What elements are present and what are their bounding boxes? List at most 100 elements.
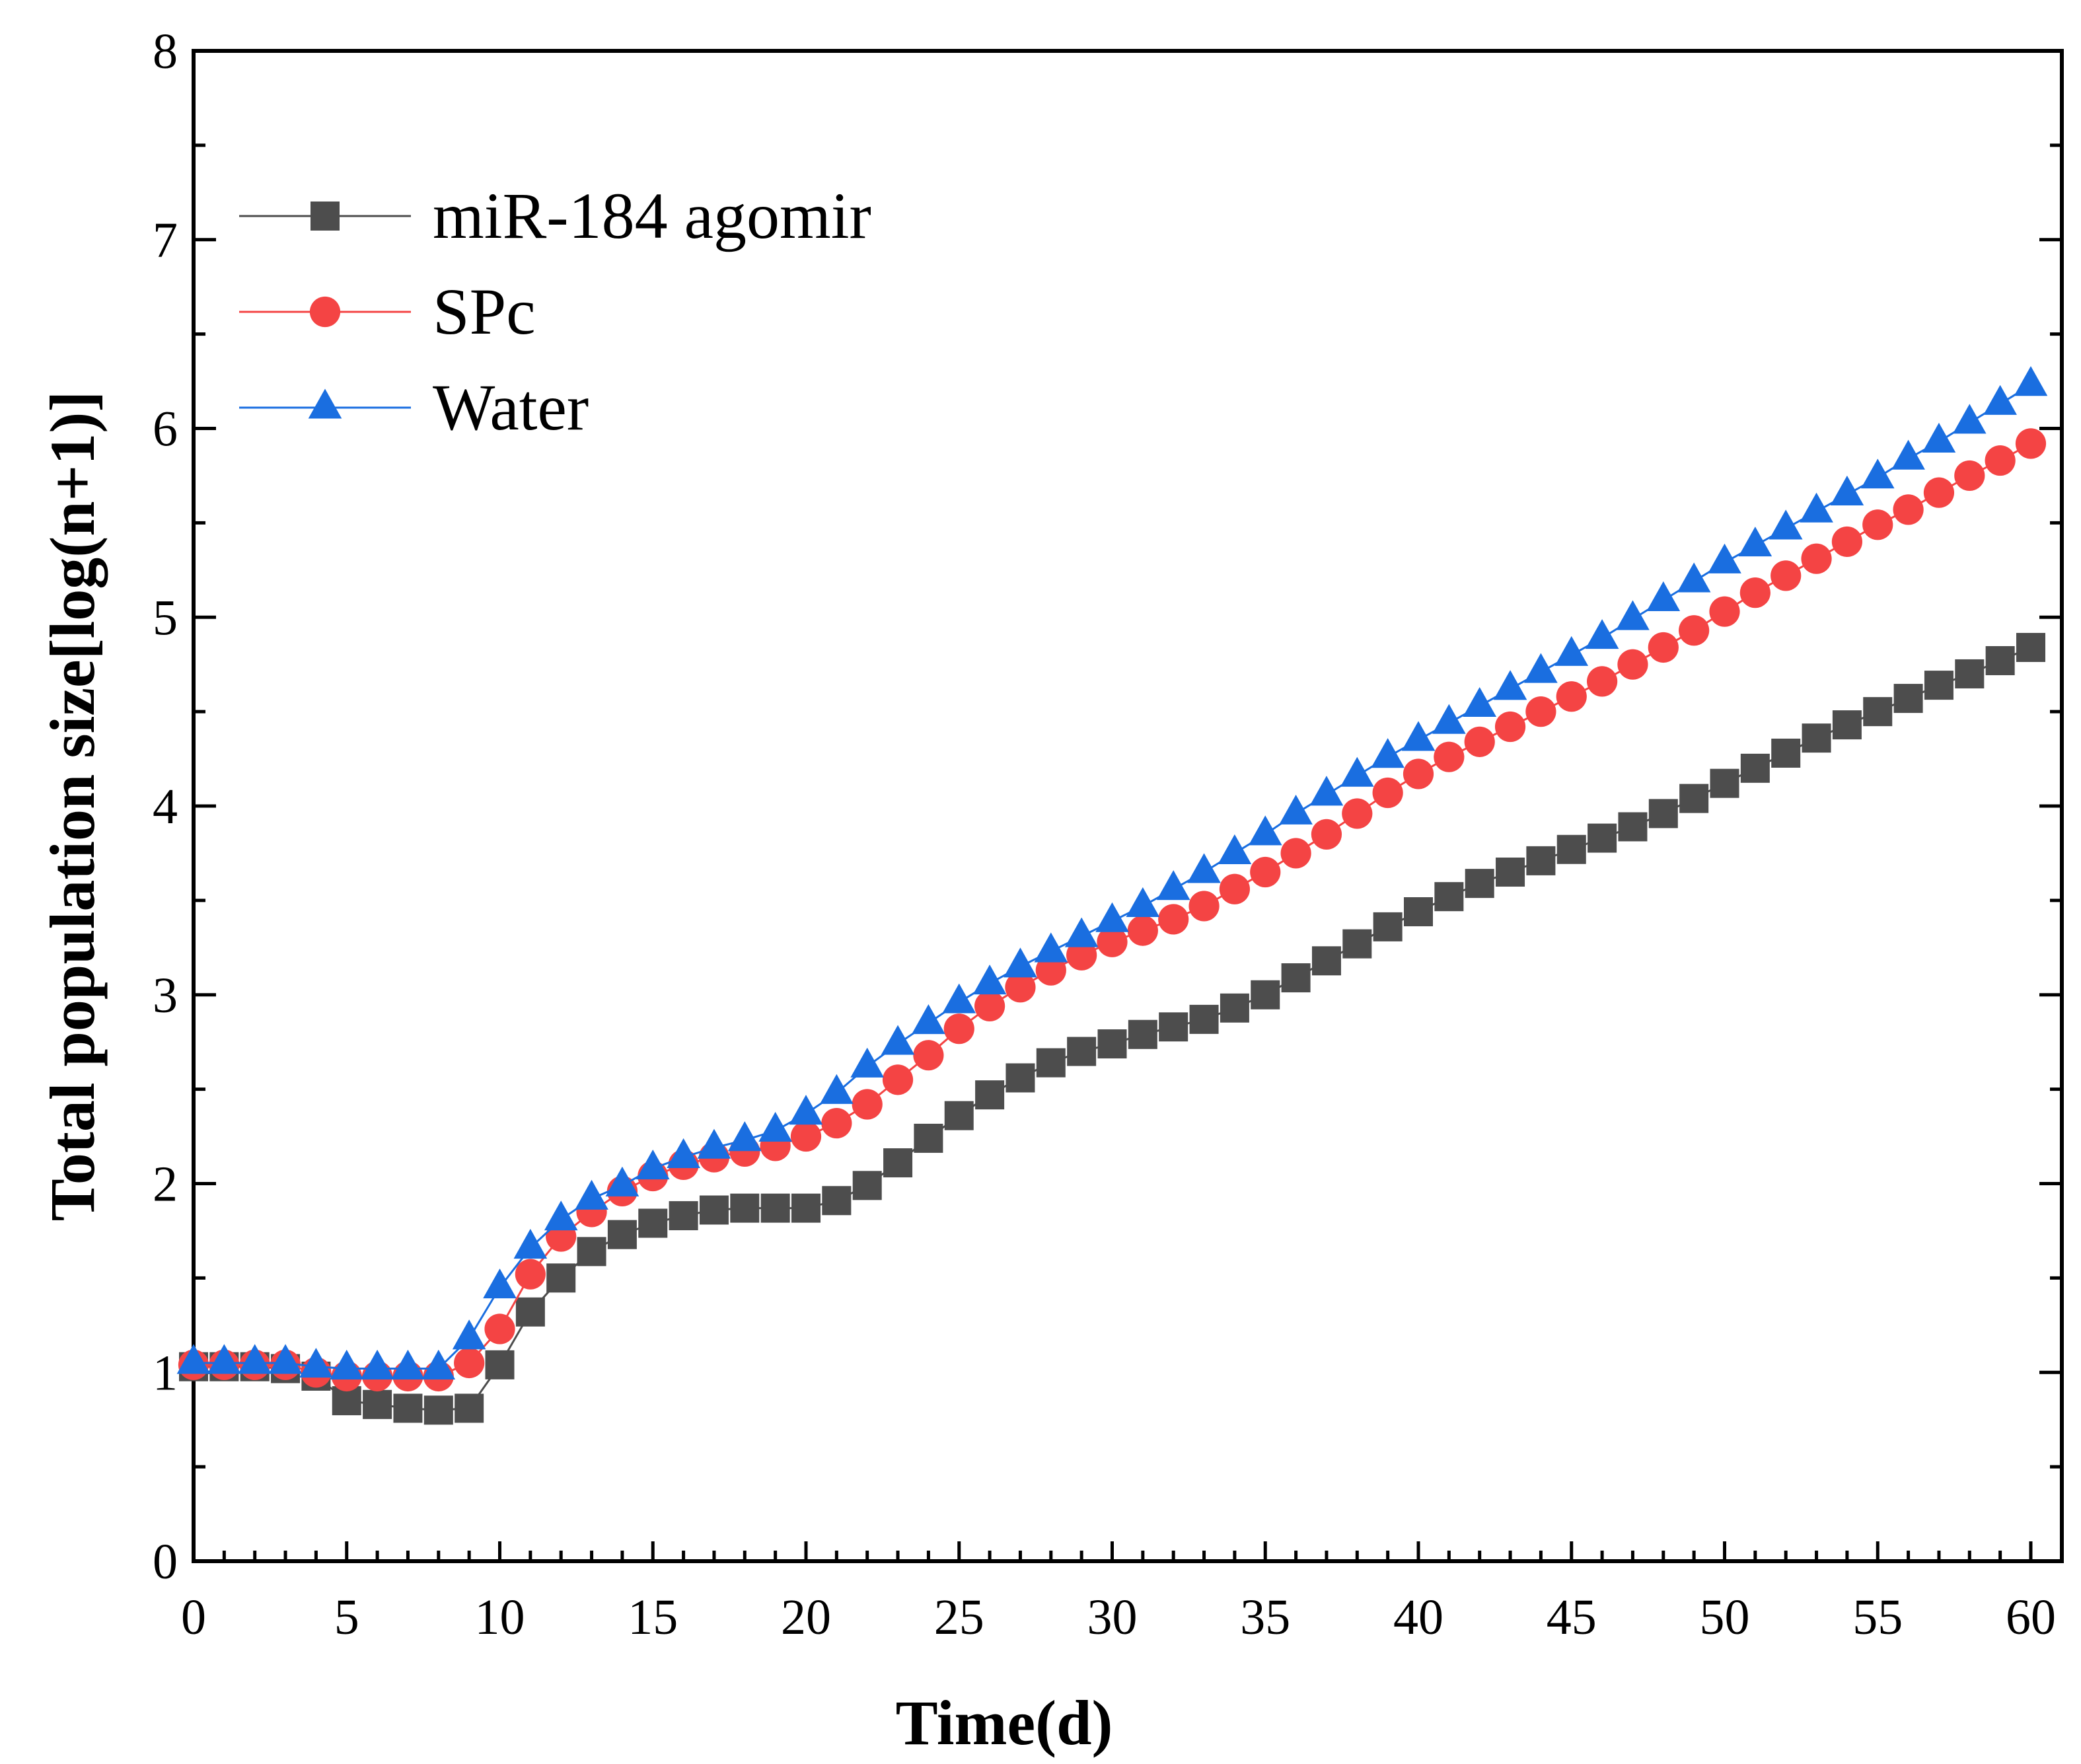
data-point-triangle bbox=[1800, 492, 1833, 523]
data-point-circle bbox=[882, 1064, 914, 1095]
data-point-triangle bbox=[421, 1349, 456, 1380]
data-point-triangle bbox=[1340, 756, 1374, 787]
data-point-square bbox=[883, 1148, 913, 1178]
data-point-square bbox=[975, 1080, 1005, 1110]
data-point-square bbox=[1985, 645, 2015, 675]
data-point-square bbox=[1189, 1004, 1219, 1034]
data-point-triangle bbox=[1646, 581, 1681, 612]
y-tick-label: 6 bbox=[153, 402, 178, 457]
data-point-circle bbox=[1954, 460, 1985, 492]
data-point-square bbox=[699, 1195, 729, 1225]
data-point-circle bbox=[454, 1347, 485, 1379]
x-tick-label: 60 bbox=[2006, 1590, 2056, 1645]
data-point-square bbox=[1097, 1029, 1127, 1059]
series-mir-184-agomir bbox=[179, 632, 2045, 1425]
data-point-square bbox=[1404, 897, 1433, 927]
data-point-circle bbox=[1679, 615, 1710, 646]
data-point-circle bbox=[1403, 758, 1434, 790]
data-point-circle bbox=[913, 1040, 944, 1071]
data-point-square bbox=[2016, 632, 2045, 662]
data-point-circle bbox=[1617, 649, 1648, 680]
y-tick-label: 1 bbox=[153, 1345, 178, 1401]
data-point-square bbox=[1465, 869, 1494, 899]
data-point-square bbox=[515, 1297, 545, 1327]
data-point-circle bbox=[1831, 526, 1862, 558]
data-point-square bbox=[1036, 1048, 1066, 1078]
data-point-triangle bbox=[308, 388, 342, 419]
data-point-triangle bbox=[2014, 366, 2048, 396]
data-point-circle bbox=[1556, 681, 1587, 712]
data-point-triangle bbox=[1371, 738, 1405, 768]
legend: miR-184 agomir SPc Water bbox=[239, 179, 871, 444]
y-tick-label: 2 bbox=[153, 1157, 178, 1212]
data-point-triangle bbox=[299, 1348, 333, 1378]
data-point-triangle bbox=[544, 1200, 578, 1231]
data-point-circle bbox=[1342, 798, 1373, 829]
x-tick-label: 35 bbox=[1240, 1590, 1290, 1645]
data-point-triangle bbox=[1156, 870, 1190, 900]
data-point-triangle bbox=[330, 1349, 364, 1380]
data-point-triangle bbox=[1585, 619, 1619, 649]
data-point-circle bbox=[1372, 777, 1403, 809]
data-point-triangle bbox=[1830, 475, 1864, 506]
x-tick-label: 50 bbox=[1700, 1590, 1750, 1645]
data-point-triangle bbox=[605, 1166, 639, 1196]
data-point-triangle bbox=[513, 1229, 548, 1259]
data-point-circle bbox=[1158, 904, 1189, 935]
data-point-circle bbox=[1771, 560, 1802, 591]
data-point-circle bbox=[790, 1121, 822, 1152]
x-tick-label: 10 bbox=[475, 1590, 525, 1645]
data-point-triangle bbox=[575, 1179, 608, 1210]
data-point-circle bbox=[2015, 428, 2047, 459]
y-tick-label: 7 bbox=[153, 213, 178, 268]
data-point-triangle bbox=[391, 1349, 425, 1380]
data-point-circle bbox=[1893, 494, 1924, 525]
data-point-circle bbox=[1709, 596, 1740, 627]
data-point-circle bbox=[1066, 939, 1097, 971]
data-point-triangle bbox=[1187, 853, 1221, 883]
data-point-circle bbox=[1434, 741, 1465, 772]
data-point-square bbox=[1802, 723, 1831, 753]
series-spc bbox=[178, 428, 2047, 1392]
data-point-square bbox=[944, 1101, 974, 1130]
data-point-triangle bbox=[912, 1004, 945, 1035]
y-tick-label: 5 bbox=[153, 590, 178, 645]
data-point-square bbox=[1005, 1063, 1035, 1093]
data-point-circle bbox=[1035, 955, 1066, 986]
x-tick-label: 5 bbox=[334, 1590, 359, 1645]
data-point-square bbox=[607, 1220, 637, 1249]
data-point-triangle bbox=[176, 1344, 211, 1374]
data-point-circle bbox=[309, 296, 341, 328]
data-point-triangle bbox=[728, 1121, 762, 1152]
data-point-square bbox=[1220, 993, 1249, 1023]
data-point-triangle bbox=[1218, 834, 1252, 864]
data-point-square bbox=[791, 1193, 821, 1223]
data-point-triangle bbox=[1248, 815, 1282, 846]
data-point-square bbox=[577, 1237, 606, 1267]
data-point-square bbox=[1373, 912, 1403, 941]
data-point-triangle bbox=[238, 1344, 272, 1374]
data-point-triangle bbox=[636, 1150, 670, 1180]
x-tick-label: 20 bbox=[781, 1590, 831, 1645]
data-point-circle bbox=[1127, 915, 1158, 946]
data-point-circle bbox=[943, 1013, 974, 1045]
data-point-triangle bbox=[452, 1319, 486, 1350]
x-tick-label: 40 bbox=[1393, 1590, 1443, 1645]
data-point-triangle bbox=[1983, 385, 2017, 415]
data-point-circle bbox=[1648, 632, 1679, 663]
data-point-circle bbox=[852, 1089, 883, 1120]
data-point-square bbox=[1434, 882, 1464, 912]
data-point-triangle bbox=[667, 1138, 700, 1168]
data-point-square bbox=[1342, 929, 1372, 959]
data-point-triangle bbox=[758, 1111, 792, 1142]
data-point-square bbox=[852, 1171, 882, 1200]
data-point-triangle bbox=[1708, 543, 1741, 573]
data-point-triangle bbox=[1922, 422, 1956, 453]
data-point-square bbox=[1159, 1012, 1188, 1042]
data-point-square bbox=[1893, 684, 1923, 714]
data-point-triangle bbox=[1769, 509, 1803, 540]
y-tick-label: 8 bbox=[153, 24, 178, 79]
data-point-square bbox=[1128, 1019, 1157, 1049]
